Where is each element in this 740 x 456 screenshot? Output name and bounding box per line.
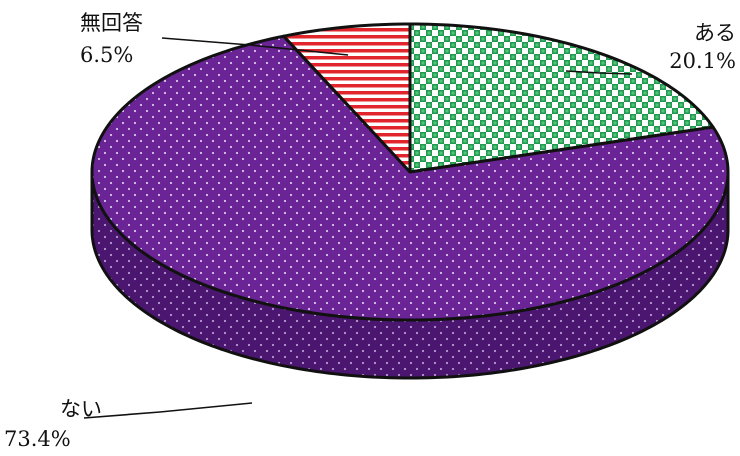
slice-label: 無回答 bbox=[80, 11, 143, 35]
leader-line bbox=[83, 402, 253, 419]
pie-slice-stripes bbox=[282, 22, 412, 174]
pie-slice-checker bbox=[408, 22, 715, 174]
slice-label: ある bbox=[694, 21, 736, 45]
leader-line bbox=[565, 70, 633, 75]
leader-line bbox=[161, 37, 349, 56]
slice-value: 73.4% bbox=[4, 427, 71, 451]
pie-slice-dots bbox=[90, 34, 730, 322]
slice-value: 20.1% bbox=[669, 49, 736, 73]
slice-value: 6.5% bbox=[80, 43, 133, 67]
